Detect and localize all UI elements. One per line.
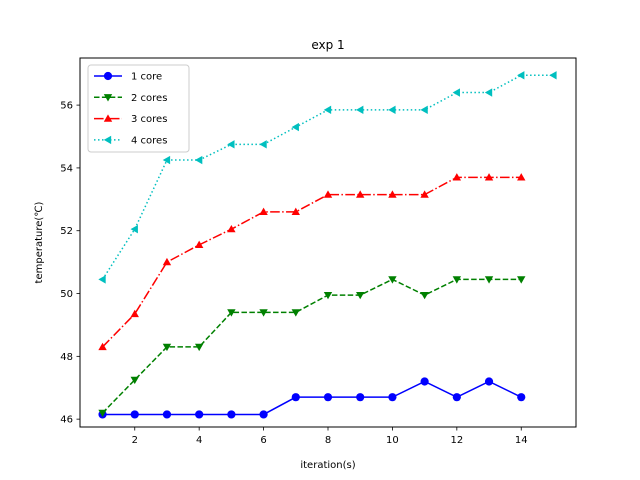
x-tick-label: 10 [386,435,399,446]
data-point [388,393,397,402]
data-point [162,343,172,352]
legend-label: 4 cores [131,135,167,146]
series-line [102,278,522,414]
legend-label: 1 core [131,72,162,83]
data-point [356,105,364,115]
series-2 [98,276,526,418]
data-point [452,393,461,402]
y-tick-label: 56 [60,101,73,112]
data-point [227,224,236,233]
legend-label: 3 cores [131,114,167,125]
data-point [388,276,397,284]
data-point [517,173,526,181]
x-axis-label: iteration(s) [300,460,355,471]
data-point [388,105,396,115]
data-point [484,88,493,97]
data-point [130,309,139,318]
y-tick-label: 46 [60,415,73,426]
data-point [227,309,236,317]
data-point [130,410,139,419]
series-3 [98,173,526,351]
chart-title: exp 1 [311,38,344,52]
data-point [259,140,267,149]
data-point [420,105,428,115]
legend-marker [103,71,113,81]
y-tick-label: 50 [60,289,73,300]
x-tick-label: 4 [196,435,202,446]
data-point [323,393,333,402]
data-point [452,276,462,284]
legend-marker [103,114,113,122]
data-point [420,291,429,300]
legend-item: 3 cores [94,114,167,125]
data-point [420,190,429,198]
data-point [259,309,268,317]
legend-item: 4 cores [94,135,167,146]
data-point [195,410,204,419]
x-tick-label: 8 [325,435,331,446]
series-1 [98,377,526,419]
data-point [356,291,365,300]
data-point [194,343,204,352]
x-tick-label: 12 [450,435,463,446]
y-tick-label: 48 [60,352,73,363]
data-point [388,190,397,198]
y-tick-label: 52 [60,226,73,237]
data-point [291,393,300,402]
data-point [130,376,139,385]
data-point [356,393,365,402]
data-point [323,105,332,115]
data-point [162,155,171,165]
data-point [549,71,557,80]
series-line [102,176,522,348]
series-4 [98,71,557,284]
series-layer [98,71,557,419]
x-axis: 2 4 6 8 10 12 14 [132,427,528,446]
data-point [130,224,138,234]
x-tick-label: 6 [260,435,266,446]
data-point [194,240,204,249]
y-axis-label: temperature(℃) [34,201,45,283]
y-tick-label: 54 [60,163,73,174]
legend-marker [103,94,113,102]
data-point [420,377,429,386]
legend-box [87,64,190,153]
legend-marker [103,135,112,145]
data-point [259,207,268,216]
data-point [452,88,460,97]
data-point [98,275,106,284]
legend-label: 2 cores [131,93,167,104]
data-point [259,410,268,419]
x-tick-label: 2 [132,435,138,446]
data-point [291,122,299,132]
data-point [484,377,494,386]
data-point [356,190,365,198]
data-point [291,309,300,317]
data-point [323,291,333,300]
data-point [291,207,300,216]
data-point [162,410,172,419]
data-point [484,276,494,284]
y-axis: 46 48 50 52 54 56 [60,101,80,426]
x-tick-label: 14 [515,435,528,446]
data-point [227,140,235,149]
data-point [452,173,462,181]
data-point [98,342,107,351]
legend-item: 1 core [94,72,162,83]
legend-item: 2 cores [94,93,167,104]
data-point [98,409,107,418]
data-point [517,71,525,80]
data-point [323,190,333,198]
data-point [227,410,236,419]
legend: 1 core 2 cores 3 cores 4 cores [87,64,190,153]
series-line [102,380,522,416]
data-point [484,173,494,181]
data-point [162,257,172,266]
data-point [517,393,526,402]
data-point [194,155,203,165]
data-point [517,276,526,284]
